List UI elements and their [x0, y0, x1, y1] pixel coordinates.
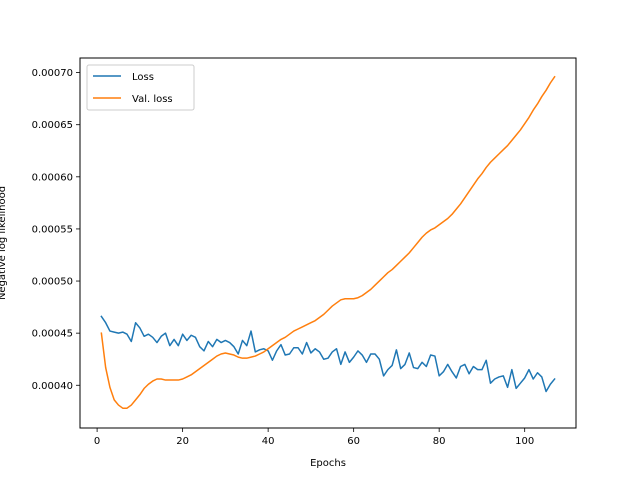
- series-line-loss: [100, 315, 556, 393]
- x-tick-label: 20: [176, 436, 189, 447]
- series-line-val-loss: [100, 75, 556, 409]
- x-axis-ticks: 0 20 40 60 80 100: [94, 428, 534, 447]
- y-tick-label: 0.00065: [32, 120, 73, 131]
- x-tick-label: 60: [347, 436, 360, 447]
- y-tick-label: 0.00060: [32, 172, 73, 183]
- legend-label-val-loss: Val. loss: [132, 94, 173, 105]
- y-tick-label: 0.00040: [32, 381, 73, 392]
- y-tick-label: 0.00055: [32, 224, 73, 235]
- y-tick-label: 0.00050: [32, 277, 73, 288]
- x-axis-label: Epochs: [310, 458, 346, 469]
- legend-label-loss: Loss: [132, 72, 154, 83]
- plot-lines: [100, 75, 556, 409]
- y-axis-label: Negative log likelihood: [0, 186, 8, 300]
- y-axis-ticks: 0.00040 0.00045 0.00050 0.00055 0.00060 0.000…: [32, 68, 80, 392]
- x-tick-label: 40: [262, 436, 275, 447]
- legend: Loss Val. loss: [86, 64, 195, 111]
- x-tick-label: 0: [94, 436, 100, 447]
- plot-frame: [79, 57, 577, 429]
- y-tick-label: 0.00045: [32, 329, 73, 340]
- x-tick-label: 100: [515, 436, 534, 447]
- x-tick-label: 80: [433, 436, 446, 447]
- y-tick-label: 0.00070: [32, 68, 73, 79]
